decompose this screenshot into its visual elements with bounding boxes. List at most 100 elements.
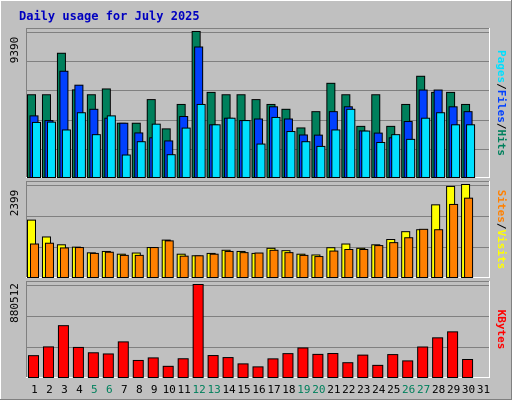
x-tick-label-day-25: 25 (387, 383, 400, 396)
bar-kbytes-day-27 (417, 346, 429, 378)
bar-pages-day-22 (346, 108, 356, 178)
hits-files-pages-panel: 9390 Pages/Files/Hits (8, 28, 508, 179)
bar-sites-day-14 (224, 250, 234, 278)
bar-kbytes-day-7 (117, 341, 129, 378)
bar-kbytes-day-15 (237, 363, 249, 379)
bar-pages-day-4 (76, 112, 86, 178)
hits-panel-y-max-label: 9390 (8, 37, 21, 64)
x-tick-label-day-2: 2 (46, 383, 53, 396)
x-tick-label-day-14: 14 (222, 383, 236, 396)
bar-pages-day-10 (166, 154, 176, 178)
bar-sites-day-7 (119, 254, 129, 278)
bar-pages-day-25 (391, 134, 401, 179)
bar-sites-day-17 (269, 249, 279, 278)
x-tick-label-day-24: 24 (372, 383, 386, 396)
bar-pages-day-17 (271, 116, 281, 178)
bar-kbytes-day-12 (192, 284, 204, 378)
bar-sites-day-6 (104, 251, 114, 278)
bar-sites-day-20 (314, 256, 324, 279)
hits-panel-legend-separator: / (495, 123, 508, 130)
bar-kbytes-day-20 (312, 353, 324, 379)
bar-kbytes-day-28 (432, 337, 444, 378)
x-tick-label-day-6: 6 (106, 383, 113, 396)
x-tick-label-day-3: 3 (61, 383, 68, 396)
bar-sites-day-21 (329, 250, 339, 278)
bar-pages-day-29 (451, 124, 461, 178)
bar-pages-day-11 (181, 127, 191, 178)
x-tick-label-day-4: 4 (76, 383, 83, 396)
bar-sites-day-11 (179, 255, 189, 278)
x-tick-label-day-7: 7 (121, 383, 128, 396)
bar-kbytes-day-6 (102, 353, 114, 379)
bar-kbytes-day-8 (132, 359, 144, 378)
x-tick-label-day-27: 27 (417, 383, 430, 396)
x-tick-label-day-5: 5 (91, 383, 98, 396)
visits-panel-legend-separator: / (495, 223, 508, 230)
bar-pages-day-14 (226, 117, 236, 178)
x-tick-label-day-12: 12 (193, 383, 206, 396)
x-tick-label-day-8: 8 (136, 383, 143, 396)
bar-kbytes-day-10 (162, 365, 174, 378)
bar-kbytes-day-22 (342, 362, 354, 379)
x-tick-label-day-11: 11 (178, 383, 191, 396)
x-tick-label-day-29: 29 (447, 383, 460, 396)
x-tick-label-day-10: 10 (163, 383, 176, 396)
x-tick-label-day-15: 15 (237, 383, 250, 396)
bar-kbytes-day-9 (147, 357, 159, 379)
bar-sites-day-8 (134, 254, 144, 278)
bar-kbytes-day-23 (357, 354, 369, 379)
bar-kbytes-day-17 (267, 358, 279, 378)
bar-sites-day-27 (419, 228, 429, 279)
bar-pages-day-13 (211, 124, 221, 178)
hits-panel-legend: Pages/Files/Hits (495, 50, 508, 156)
bar-kbytes-day-21 (327, 353, 339, 378)
bar-pages-day-1 (32, 121, 41, 178)
x-tick-label-day-17: 17 (267, 383, 280, 396)
bar-sites-day-28 (434, 229, 444, 279)
bar-kbytes-day-16 (252, 366, 264, 378)
bar-pages-day-26 (406, 138, 416, 179)
bar-kbytes-day-1 (28, 355, 39, 379)
bar-kbytes-day-19 (297, 347, 309, 379)
bar-pages-day-23 (361, 130, 371, 178)
bar-sites-day-12 (194, 255, 204, 278)
bar-kbytes-day-5 (87, 352, 99, 379)
bar-pages-day-9 (151, 123, 161, 178)
bar-pages-day-8 (136, 141, 146, 178)
bar-pages-day-6 (106, 115, 116, 178)
bar-pages-day-16 (256, 143, 266, 179)
bar-pages-day-12 (196, 103, 206, 178)
hits-panel-legend-separator: / (495, 83, 508, 90)
visits-panel-y-max-label: 2399 (8, 190, 21, 217)
bar-sites-day-15 (239, 252, 249, 278)
bar-pages-day-27 (421, 117, 431, 178)
chart-title: Daily usage for July 2025 (19, 9, 200, 23)
bar-pages-day-3 (61, 129, 71, 178)
x-tick-label-day-30: 30 (462, 383, 475, 396)
bar-kbytes-day-26 (402, 360, 414, 379)
bar-sites-day-19 (299, 254, 309, 278)
bar-sites-day-23 (359, 249, 369, 278)
bar-pages-day-20 (316, 145, 326, 178)
x-tick-label-day-1: 1 (31, 383, 38, 396)
bar-sites-day-18 (284, 252, 294, 278)
x-tick-label-day-31: 31 (477, 383, 490, 396)
x-tick-label-day-18: 18 (282, 383, 295, 396)
kbytes-panel-y-max-label: 880512 (8, 283, 21, 323)
kbytes-panel-legend: KBytes (495, 310, 508, 350)
x-tick-label-day-23: 23 (357, 383, 370, 396)
bar-pages-day-2 (46, 121, 56, 178)
bar-kbytes-day-3 (57, 325, 69, 378)
hits-panel-legend-hits: Hits (495, 130, 508, 157)
visits-sites-panel: 2399 Sites/Visits (8, 181, 508, 279)
x-tick-label-day-22: 22 (342, 383, 355, 396)
bar-sites-day-2 (44, 242, 54, 278)
bar-sites-day-22 (344, 249, 354, 278)
hits-panel-legend-files: Files (495, 90, 508, 123)
bar-pages-day-7 (121, 154, 131, 179)
hits-panel-legend-pages: Pages (495, 50, 508, 83)
bar-sites-day-13 (209, 253, 219, 278)
bar-sites-day-29 (449, 203, 459, 278)
bar-sites-day-1 (30, 243, 39, 278)
